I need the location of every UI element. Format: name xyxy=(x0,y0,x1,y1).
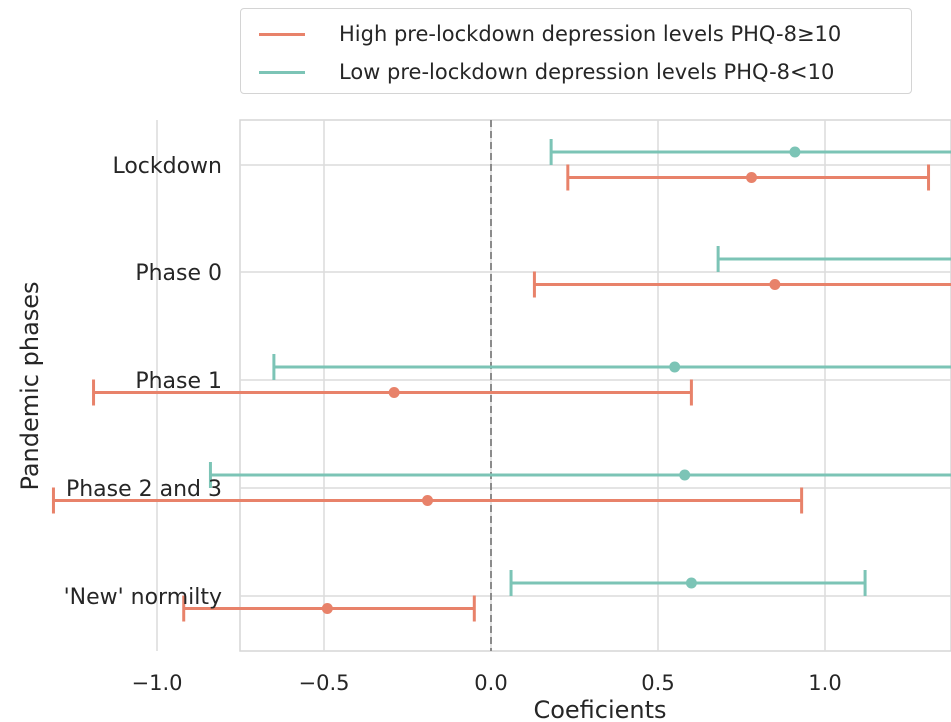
legend-swatch-low xyxy=(259,70,305,74)
error-bars-layer xyxy=(51,139,951,622)
estimate-point-low xyxy=(679,469,691,481)
estimate-point-high xyxy=(422,495,434,506)
y-tick-label: Lockdown xyxy=(112,154,222,179)
estimate-point-low xyxy=(685,577,697,589)
estimate-point-high xyxy=(769,279,781,290)
x-tick-label: 0.5 xyxy=(641,671,674,695)
x-tick-label: −0.5 xyxy=(299,671,350,695)
x-tick-label: −1.0 xyxy=(132,671,183,695)
estimate-point-low xyxy=(669,361,681,373)
tick-labels-layer: −1.0−0.50.00.51.01.52.02.5LockdownPhase … xyxy=(64,154,842,695)
legend-label-high: High pre-lockdown depression levels PHQ-… xyxy=(339,22,842,46)
x-tick-label: 1.0 xyxy=(808,671,841,695)
legend-label-low: Low pre-lockdown depression levels PHQ-8… xyxy=(339,60,835,84)
grid-layer xyxy=(156,119,951,652)
x-axis-label: Coeficients xyxy=(533,696,666,722)
estimate-point-high xyxy=(746,172,758,183)
y-tick-label: 'New' normilty xyxy=(64,585,222,610)
y-tick-label: Phase 2 and 3 xyxy=(66,477,222,502)
y-axis-label: Pandemic phases xyxy=(16,281,44,490)
legend-swatch-high xyxy=(259,32,305,36)
legend: High pre-lockdown depression levels PHQ-… xyxy=(240,8,912,94)
y-tick-label: Phase 1 xyxy=(135,369,222,394)
legend-item-high: High pre-lockdown depression levels PHQ-… xyxy=(249,17,841,51)
plot-area xyxy=(239,119,951,652)
x-tick-label: 0.0 xyxy=(474,671,507,695)
estimate-point-high xyxy=(321,603,333,614)
estimate-point-low xyxy=(789,146,801,158)
y-tick-label: Phase 0 xyxy=(135,261,222,286)
estimate-point-high xyxy=(388,387,400,398)
legend-item-low: Low pre-lockdown depression levels PHQ-8… xyxy=(249,55,834,89)
